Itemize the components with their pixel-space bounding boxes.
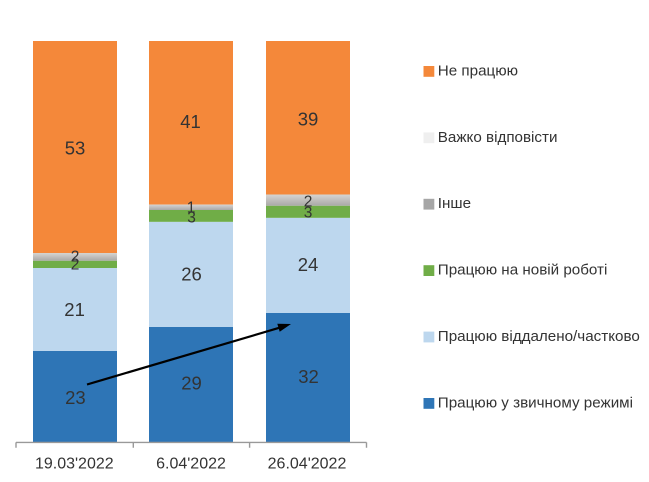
svg-text:39: 39 <box>298 109 319 130</box>
svg-text:3: 3 <box>304 205 313 222</box>
svg-text:Не працюю: Не працюю <box>438 62 518 79</box>
svg-text:21: 21 <box>64 299 85 320</box>
svg-text:Працюю у звичному режимі: Працюю у звичному режимі <box>438 394 633 411</box>
svg-text:26: 26 <box>181 264 202 285</box>
svg-text:29: 29 <box>181 373 202 394</box>
svg-text:2: 2 <box>71 249 80 266</box>
svg-text:26.04'2022: 26.04'2022 <box>268 456 347 473</box>
svg-text:2: 2 <box>304 194 313 211</box>
svg-text:Інше: Інше <box>438 195 471 212</box>
svg-text:19.03'2022: 19.03'2022 <box>35 456 114 473</box>
svg-text:6.04'2022: 6.04'2022 <box>156 456 226 473</box>
svg-text:53: 53 <box>65 137 86 158</box>
svg-text:2: 2 <box>71 257 80 274</box>
svg-text:Працюю віддалено/частково: Працюю віддалено/частково <box>438 328 640 345</box>
svg-text:Важко відповісти: Важко відповісти <box>438 129 558 146</box>
svg-text:32: 32 <box>298 366 319 387</box>
svg-text:1: 1 <box>187 200 196 217</box>
svg-text:3: 3 <box>187 210 196 227</box>
svg-text:41: 41 <box>180 111 201 132</box>
svg-text:23: 23 <box>65 387 86 408</box>
svg-text:24: 24 <box>298 254 319 275</box>
svg-text:Працюю на новій роботі: Працюю на новій роботі <box>438 262 608 279</box>
